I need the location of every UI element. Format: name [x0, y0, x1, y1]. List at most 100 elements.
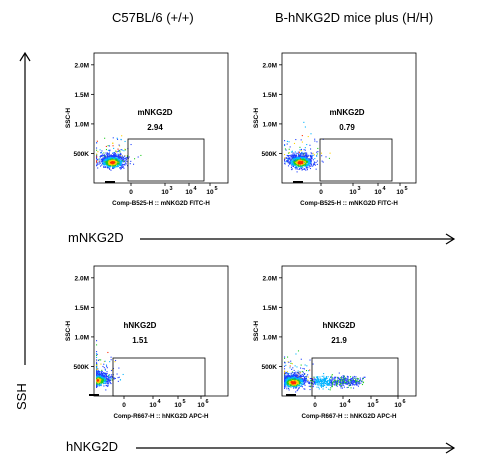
x-tick-exponent: 4 [157, 399, 161, 405]
event-point [313, 380, 315, 382]
event-point [289, 375, 291, 377]
event-point [286, 379, 288, 381]
x-tick-label: 10 [349, 189, 357, 196]
event-point [311, 153, 313, 155]
event-point [308, 163, 310, 165]
event-point [306, 375, 308, 377]
event-point [120, 168, 122, 170]
event-point [361, 380, 363, 382]
event-point [329, 152, 331, 154]
event-point [106, 166, 108, 169]
event-point [349, 383, 352, 385]
event-point [295, 159, 297, 161]
event-point [287, 161, 289, 163]
x-axis-label: Comp-R667-H :: hNKG2D APC-H [302, 413, 398, 420]
event-point [303, 375, 305, 378]
event-point [306, 156, 308, 158]
event-point [285, 381, 287, 383]
event-point [103, 372, 106, 374]
event-point [302, 156, 304, 158]
event-point [100, 384, 102, 386]
event-point [104, 379, 106, 381]
event-point [298, 158, 300, 160]
event-point [325, 380, 327, 382]
event-point [110, 156, 112, 158]
event-point [316, 163, 318, 165]
event-point [316, 380, 319, 383]
event-point [307, 155, 309, 157]
event-point [316, 160, 318, 162]
event-point [98, 378, 100, 380]
event-point [298, 156, 300, 158]
event-cloud [96, 135, 142, 171]
event-point [326, 377, 328, 380]
event-point [317, 378, 319, 380]
event-point [356, 377, 358, 379]
event-point [296, 390, 298, 392]
event-point [299, 155, 301, 157]
event-point [109, 150, 111, 152]
event-point [111, 156, 113, 158]
event-point [310, 156, 312, 158]
event-point [125, 159, 127, 161]
event-point [287, 384, 289, 386]
event-point [284, 148, 286, 150]
event-point [284, 379, 286, 381]
event-point [107, 160, 109, 162]
event-point [100, 383, 102, 385]
event-point [355, 379, 357, 382]
event-point [329, 381, 331, 383]
side-axis-title: SSH [14, 383, 29, 410]
event-point [100, 376, 102, 378]
event-point [104, 160, 106, 162]
event-point [326, 380, 329, 382]
event-point [110, 169, 112, 171]
event-point [116, 165, 118, 168]
event-point [285, 375, 287, 377]
event-point [108, 152, 110, 154]
event-point [322, 378, 324, 380]
event-point [104, 166, 107, 168]
event-point [291, 384, 293, 386]
event-point [355, 380, 357, 382]
event-point [339, 384, 341, 386]
event-point [120, 153, 122, 155]
event-point [107, 379, 109, 381]
event-point [327, 384, 329, 386]
event-point [286, 375, 288, 377]
event-point [103, 155, 106, 157]
event-point [103, 156, 105, 158]
event-point [293, 163, 295, 165]
event-point [121, 149, 123, 151]
event-point [288, 389, 290, 391]
event-point [347, 379, 349, 381]
event-point [122, 166, 125, 168]
event-point [108, 374, 110, 376]
event-point [110, 359, 112, 361]
event-point [300, 148, 302, 150]
event-point [107, 161, 109, 163]
event-point [293, 385, 295, 387]
event-point [284, 378, 286, 380]
event-point [356, 381, 358, 383]
event-point [120, 164, 122, 166]
event-point [293, 383, 295, 385]
event-point [114, 165, 116, 167]
event-point [347, 378, 349, 380]
event-point [113, 161, 115, 163]
event-point [301, 165, 303, 167]
event-point [117, 154, 119, 157]
event-point [103, 367, 105, 369]
event-point [287, 375, 289, 377]
event-point [298, 168, 300, 171]
event-point [106, 152, 108, 154]
event-point [101, 371, 103, 373]
event-point [320, 152, 323, 154]
event-point [298, 383, 300, 385]
event-point [294, 375, 296, 377]
event-point [96, 368, 98, 370]
event-point [315, 382, 317, 384]
event-point [121, 166, 123, 168]
event-point [291, 374, 293, 376]
event-point [346, 380, 348, 382]
